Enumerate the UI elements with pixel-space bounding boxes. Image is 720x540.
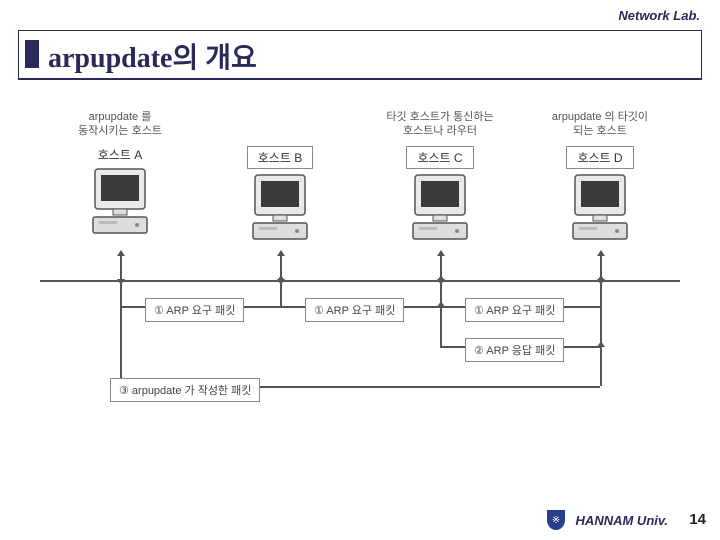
host-desc: 타깃 호스트가 통신하는호스트나 라우터 <box>380 110 500 140</box>
univ-logo-icon: ※ <box>547 510 565 530</box>
network-diagram: arpupdate 를동작시키는 호스트 호스트 A 호스트 B 타깃 호스트가… <box>40 110 680 470</box>
header-lab: Network Lab. <box>618 8 700 23</box>
computer-icon <box>409 173 471 243</box>
packet-label-arp-resp: ② ARP 응답 패킷 <box>465 338 564 362</box>
drop-line <box>120 255 122 280</box>
packet-vline <box>120 306 122 386</box>
host-name: 호스트 C <box>380 146 500 169</box>
host-name: 호스트 B <box>220 146 340 169</box>
host-desc: arpupdate 를동작시키는 호스트 <box>60 110 180 140</box>
bus-line <box>40 280 680 282</box>
packet-vline-up <box>280 280 282 306</box>
host-block-d: arpupdate 의 타깃이되는 호스트 호스트 D <box>540 110 660 248</box>
computer-icon <box>249 173 311 243</box>
host-name-label: 호스트 D <box>566 146 633 169</box>
host-desc: arpupdate 의 타깃이되는 호스트 <box>540 110 660 140</box>
computer-icon <box>89 167 151 237</box>
host-name-label: 호스트 B <box>247 146 313 169</box>
host-block-b: 호스트 B <box>220 110 340 248</box>
packet-label-arp-req: ① ARP 요구 패킷 <box>145 298 244 322</box>
host-name-label: 호스트 C <box>406 146 473 169</box>
packet-vline-up <box>440 306 442 346</box>
packet-vline-up <box>600 346 602 386</box>
host-name: 호스트 A <box>60 146 180 163</box>
packet-label-arp-req: ① ARP 요구 패킷 <box>305 298 404 322</box>
host-desc <box>220 110 340 140</box>
page-number: 14 <box>689 511 706 528</box>
packet-vline-up <box>600 280 602 306</box>
page-title: arpupdate의 개요 <box>48 36 257 76</box>
host-block-c: 타깃 호스트가 통신하는호스트나 라우터 호스트 C <box>380 110 500 248</box>
title-accent <box>25 40 39 68</box>
title-underline <box>18 78 702 80</box>
packet-label-arp-req: ① ARP 요구 패킷 <box>465 298 564 322</box>
footer-univ: HANNAM Univ. <box>576 513 668 528</box>
packet-vline <box>600 306 602 346</box>
host-block-a: arpupdate 를동작시키는 호스트 호스트 A <box>60 110 180 242</box>
host-name: 호스트 D <box>540 146 660 169</box>
computer-icon <box>569 173 631 243</box>
packet-label-arpupdate: ③ arpupdate 가 작성한 패킷 <box>110 378 260 402</box>
packet-vline <box>120 280 122 306</box>
